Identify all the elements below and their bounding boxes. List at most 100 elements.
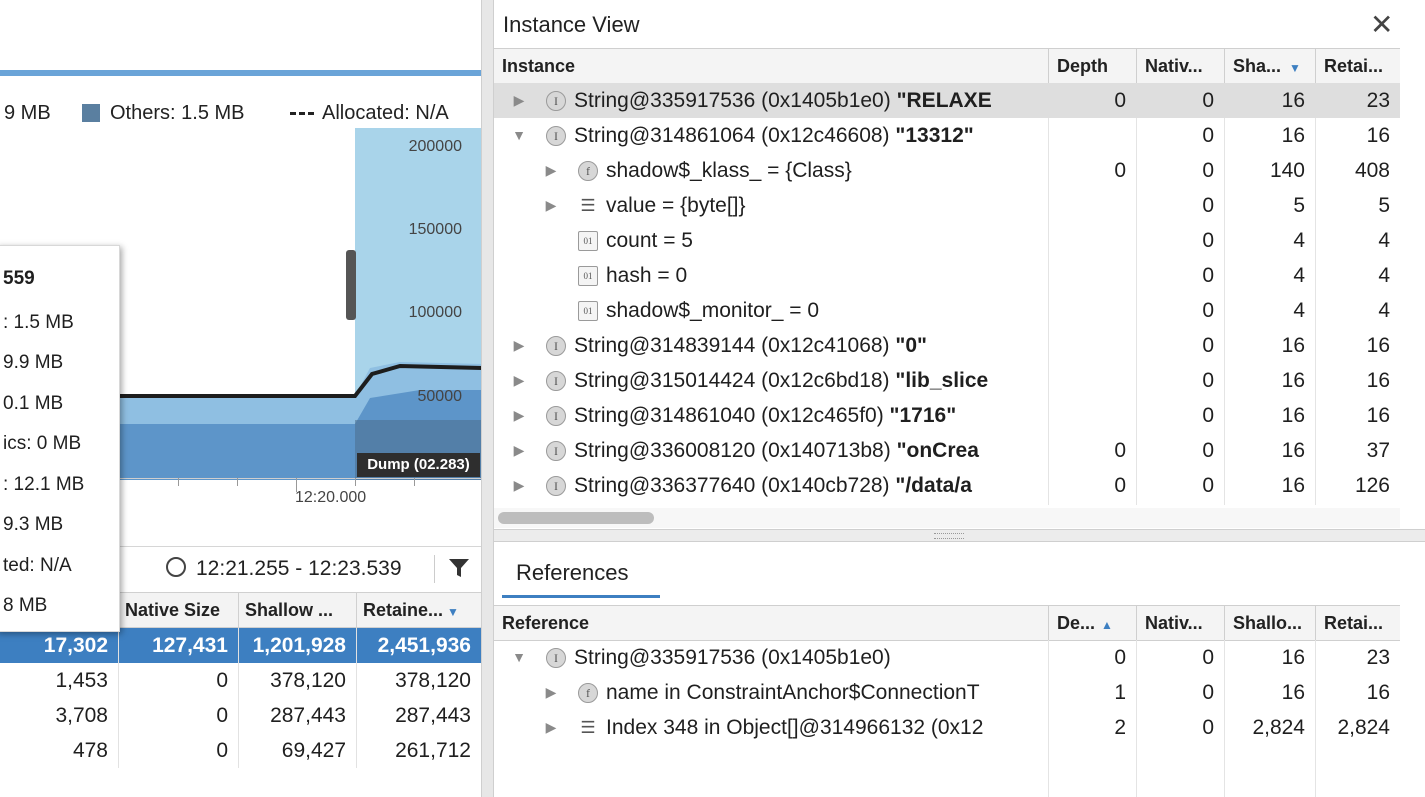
col-retained[interactable]: Retai... (1315, 49, 1400, 83)
timeline-selection-bar[interactable] (0, 70, 481, 76)
heap-dump-marker[interactable]: Dump (02.283) (357, 453, 480, 477)
instance-label: String@314861064 (0x12c46608) "13312" (574, 118, 974, 153)
table-row[interactable]: ▼ I String@335917536 (0x1405b1e0) 0 0 16 23 (494, 640, 1400, 675)
cell-name: ▶ I String@314861040 (0x12c465f0) "1716" (494, 398, 1048, 433)
table-row[interactable]: 478 0 69,427 261,712 (0, 733, 481, 768)
col-shallow[interactable]: Shallo... (1224, 606, 1315, 640)
col-shallow[interactable]: Sha... ▼ (1224, 49, 1315, 83)
table-row[interactable]: 3,708 0 287,443 287,443 (0, 698, 481, 733)
instance-name: String@314861064 (0x12c46608) (574, 124, 896, 147)
collapse-arrow-icon[interactable]: ▼ (512, 127, 526, 143)
table-row[interactable]: ▶ I String@314839144 (0x12c41068) "0" 0 16 16 (494, 328, 1400, 363)
table-row[interactable]: 01 shadow$_monitor_ = 0 0 4 4 (494, 293, 1400, 328)
expand-arrow-icon[interactable]: ▶ (513, 372, 525, 388)
instance-name: name in ConstraintAnchor$ConnectionT (606, 681, 980, 704)
cell-count: 17,302 (43, 634, 108, 657)
col-shallow-size[interactable]: Shallow ... (238, 593, 356, 627)
collapse-arrow-icon[interactable]: ▼ (512, 649, 526, 665)
expand-arrow-icon[interactable]: ▶ (545, 719, 557, 735)
cell-native: 0 (1202, 229, 1214, 252)
expand-arrow-icon[interactable]: ▶ (513, 92, 525, 108)
col-retained-size[interactable]: Retaine... ▼ (356, 593, 481, 627)
field-icon: f (578, 161, 598, 181)
table-row[interactable]: ▼ I String@314861064 (0x12c46608) "13312" 0… (494, 118, 1400, 153)
expand-arrow-icon[interactable]: ▶ (545, 684, 557, 700)
instance-label: String@335917536 (0x1405b1e0) (574, 640, 891, 675)
cell-retained: 378,120 (356, 663, 481, 698)
cell-native: 0 (118, 663, 238, 698)
instance-label: Index 348 in Object[]@314966132 (0x12 (606, 710, 983, 745)
cell-retained: 2,451,936 (356, 628, 481, 663)
cell-native: 0 (1202, 299, 1214, 322)
panel-splitter[interactable] (481, 0, 494, 797)
string-value: "/data/a (895, 474, 972, 497)
horizontal-scrollbar[interactable] (494, 508, 1400, 528)
tab-references[interactable]: References (516, 560, 629, 585)
instance-label: String@314839144 (0x12c41068) "0" (574, 328, 927, 363)
cell-shallow: 5 (1293, 194, 1305, 217)
column-divider (1315, 83, 1316, 505)
cell-depth: 2 (1114, 716, 1126, 739)
table-row[interactable]: ▶ I String@336008120 (0x140713b8) "onCrea 0… (494, 433, 1400, 468)
table-row[interactable]: 17,302 127,431 1,201,928 2,451,936 (0, 628, 481, 663)
cell-native: 0 (1202, 369, 1214, 392)
expand-arrow-icon[interactable]: ▶ (545, 162, 557, 178)
col-native[interactable]: Nativ... (1136, 606, 1224, 640)
instance-name: String@314861040 (0x12c465f0) (574, 404, 890, 427)
cell-depth: 0 (1114, 439, 1126, 462)
instance-name: hash = 0 (606, 264, 688, 287)
horizontal-splitter[interactable] (494, 529, 1425, 542)
col-instance[interactable]: Instance (502, 56, 576, 76)
expand-arrow-icon[interactable]: ▶ (513, 477, 525, 493)
cell-name: ▶ I String@314839144 (0x12c41068) "0" (494, 328, 1048, 363)
string-value: "onCrea (896, 439, 979, 462)
string-value: "RELAXE (896, 89, 992, 112)
col-reference[interactable]: Reference (502, 613, 590, 633)
table-row[interactable]: ▶ f shadow$_klass_ = {Class} 0 0 140 408 (494, 153, 1400, 188)
cell-retained: 23 (1366, 89, 1390, 112)
cell-count: 478 (72, 739, 108, 762)
col-depth[interactable]: De... ▲ (1048, 606, 1136, 640)
x-tick-mark (237, 478, 238, 486)
cell-name: ▶ ☰ Index 348 in Object[]@314966132 (0x12 (494, 710, 1048, 745)
instance-label: String@336377640 (0x140cb728) "/data/a (574, 468, 972, 503)
cell-retained: 2,824 (1337, 716, 1390, 739)
table-row[interactable]: 1,453 0 378,120 378,120 (0, 663, 481, 698)
col-native[interactable]: Nativ... (1136, 49, 1224, 83)
table-row[interactable]: ▶ ☰ value = {byte[]} 0 5 5 (494, 188, 1400, 223)
expand-arrow-icon[interactable]: ▶ (513, 442, 525, 458)
col-native-size[interactable]: Native Size (118, 593, 238, 627)
table-row[interactable]: ▶ I String@314861040 (0x12c465f0) "1716" 0 1… (494, 398, 1400, 433)
primitive-field-icon: 01 (578, 266, 598, 286)
time-range: 12:21.255 - 12:23.539 (196, 557, 402, 580)
expand-arrow-icon[interactable]: ▶ (545, 197, 557, 213)
array-icon: ☰ (578, 196, 598, 216)
column-divider (1224, 640, 1225, 797)
table-row[interactable]: 01 count = 5 0 4 4 (494, 223, 1400, 258)
cell-native: 0 (1202, 716, 1214, 739)
col-retained[interactable]: Retai... (1315, 606, 1400, 640)
col-depth[interactable]: Depth (1048, 49, 1136, 83)
cell-native: 0 (1202, 439, 1214, 462)
filter-icon[interactable] (448, 557, 470, 579)
table-row[interactable]: ▶ f name in ConstraintAnchor$ConnectionT 1 0… (494, 675, 1400, 710)
cell-depth (1048, 328, 1136, 363)
expand-arrow-icon[interactable]: ▶ (513, 407, 525, 423)
table-row[interactable]: ▶ I String@335917536 (0x1405b1e0) "RELAXE 0… (494, 83, 1400, 118)
table-row[interactable]: 01 hash = 0 0 4 4 (494, 258, 1400, 293)
close-icon[interactable]: ✕ (1370, 9, 1394, 40)
expand-arrow-icon[interactable]: ▶ (513, 337, 525, 353)
range-handle[interactable] (346, 250, 356, 320)
scrollbar-thumb[interactable] (498, 512, 654, 524)
table-row[interactable]: ▶ I String@315014424 (0x12c6bd18) "lib_sli… (494, 363, 1400, 398)
table-row[interactable]: ▶ I String@336377640 (0x140cb728) "/data/a… (494, 468, 1400, 503)
cell-shallow: 1,201,928 (238, 628, 356, 663)
table-row[interactable]: ▶ ☰ Index 348 in Object[]@314966132 (0x12 2… (494, 710, 1400, 745)
cell-name: ▶ ☰ value = {byte[]} (494, 188, 1048, 223)
string-value: "0" (895, 334, 927, 357)
cell-native: 0 (118, 733, 238, 768)
instance-label: String@335917536 (0x1405b1e0) "RELAXE (574, 83, 992, 118)
cell-native: 127,431 (118, 628, 238, 663)
cell-depth (1048, 293, 1136, 328)
y-tick-100000: 100000 (408, 304, 462, 321)
